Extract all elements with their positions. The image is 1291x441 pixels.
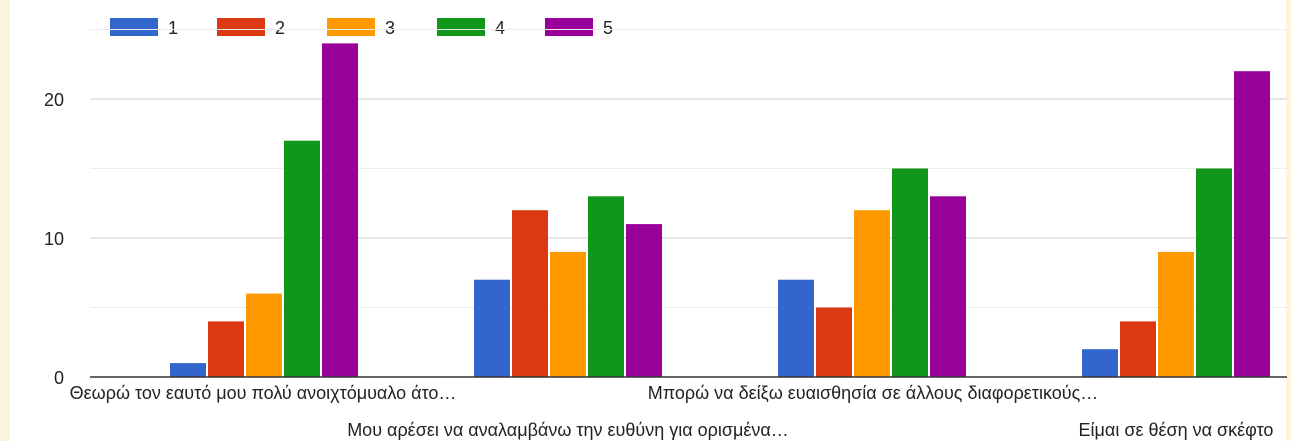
legend-label-2: 2	[275, 18, 285, 38]
bar-4-cat-3	[892, 168, 928, 377]
legend-label-4: 4	[495, 18, 505, 38]
bar-1-cat-4	[1082, 349, 1118, 377]
bar-2-cat-4	[1120, 321, 1156, 377]
gridlines	[90, 29, 1287, 308]
bars	[170, 43, 1270, 378]
bar-2-cat-3	[816, 307, 852, 377]
legend-swatch-5	[545, 18, 593, 36]
bar-5-cat-2	[626, 224, 662, 377]
y-axis: 0 10 20	[44, 90, 64, 388]
bar-5-cat-1	[322, 43, 358, 378]
legend-swatch-2	[217, 18, 265, 36]
bar-5-cat-4	[1234, 71, 1270, 377]
legend: 1 2 3 4 5	[110, 18, 613, 38]
y-tick-label: 20	[44, 90, 64, 110]
bar-3-cat-4	[1158, 251, 1194, 377]
category-label-2: Μου αρέσει να αναλαμβάνω την ευθύνη για …	[347, 420, 789, 440]
legend-swatch-3	[327, 18, 375, 36]
bar-2-cat-1	[208, 321, 244, 377]
category-label-4: Είμαι σε θέση να σκέφτο	[1079, 420, 1274, 440]
category-labels: Θεωρώ τον εαυτό μου πολύ ανοιχτόμυαλο άτ…	[70, 383, 1274, 440]
right-page-strip	[1286, 0, 1291, 441]
bar-1-cat-3	[778, 279, 814, 377]
legend-swatch-4	[437, 18, 485, 36]
bar-5-cat-3	[930, 196, 966, 377]
legend-swatch-1	[110, 18, 158, 36]
bar-4-cat-4	[1196, 168, 1232, 377]
bar-3-cat-3	[854, 210, 890, 377]
bar-1-cat-2	[474, 279, 510, 377]
category-label-1: Θεωρώ τον εαυτό μου πολύ ανοιχτόμυαλο άτ…	[70, 383, 457, 403]
legend-label-1: 1	[168, 18, 178, 38]
bar-1-cat-1	[170, 363, 206, 377]
left-page-strip	[0, 0, 10, 441]
y-tick-label: 10	[44, 229, 64, 249]
bar-4-cat-2	[588, 196, 624, 377]
y-tick-label: 0	[54, 368, 64, 388]
bar-3-cat-1	[246, 293, 282, 377]
bar-3-cat-2	[550, 251, 586, 377]
category-label-3: Μπορώ να δείξω ευαισθησία σε άλλους διαφ…	[648, 383, 1099, 403]
bar-2-cat-2	[512, 210, 548, 377]
legend-label-3: 3	[385, 18, 395, 38]
legend-label-5: 5	[603, 18, 613, 38]
bar-4-cat-1	[284, 140, 320, 377]
